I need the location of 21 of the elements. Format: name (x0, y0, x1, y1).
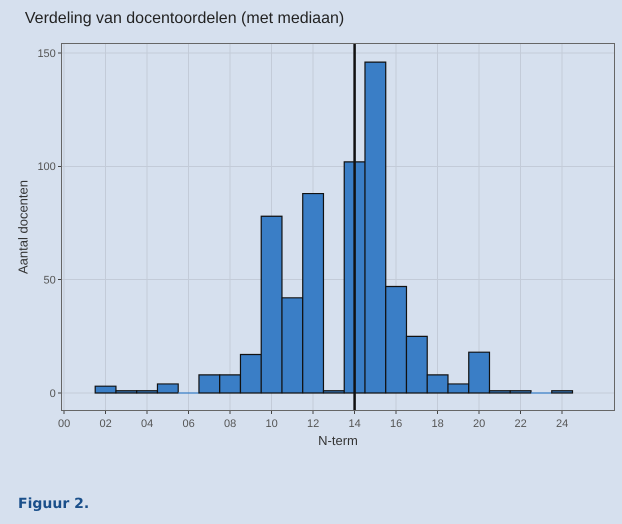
text: Figuur 2. (18, 496, 90, 512)
x-tick-label: 00 (58, 418, 70, 430)
x-tick-label: 18 (431, 418, 444, 430)
x-tick-label: 24 (556, 418, 568, 430)
x-tick-label: 22 (514, 418, 527, 430)
x-tick-label: 04 (140, 418, 154, 430)
x-tick-label: 02 (99, 418, 112, 430)
x-tick-label: 08 (224, 418, 236, 430)
x-tick-label: 06 (182, 418, 195, 430)
y-tick-label: 50 (44, 274, 56, 287)
y-axis-title: Aantal docenten (15, 180, 30, 274)
x-tick-label: 20 (472, 418, 486, 430)
x-tick-label: 10 (265, 418, 278, 430)
y-tick-label: 0 (50, 388, 56, 400)
x-tick-label: 14 (348, 418, 361, 430)
y-tick-label: 150 (37, 48, 56, 60)
chart-title: Verdeling van docentoordelen (met mediaan) (24, 10, 344, 27)
x-tick-label: 12 (306, 418, 320, 430)
x-tick-label: 16 (390, 418, 402, 430)
y-tick-label: 100 (37, 161, 56, 174)
x-axis-title: N-term (318, 432, 358, 448)
